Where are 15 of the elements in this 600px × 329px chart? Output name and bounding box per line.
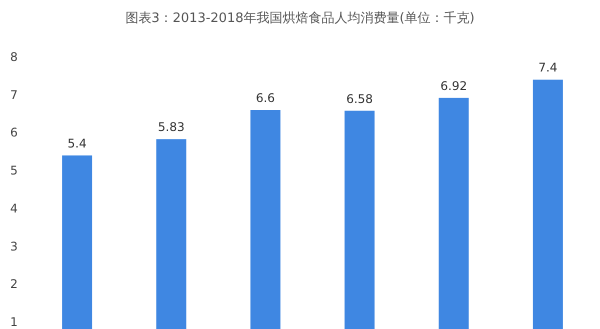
- data-label: 6.58: [346, 92, 373, 106]
- y-tick-label: 3: [10, 239, 18, 254]
- data-label: 6.6: [256, 91, 275, 105]
- data-label: 5.4: [68, 136, 87, 150]
- data-label: 6.92: [440, 78, 468, 93]
- y-tick-label: 8: [10, 50, 18, 64]
- y-tick-label: 7: [10, 88, 18, 102]
- y-tick-label: 1: [10, 315, 18, 329]
- y-tick-label: 2: [10, 277, 18, 292]
- data-label: 5.83: [158, 120, 185, 134]
- y-tick-label: 5: [10, 164, 18, 178]
- y-tick-label: 4: [10, 201, 18, 216]
- chart-title: 图表3：2013-2018年我国烘焙食品人均消费量(单位：千克): [125, 11, 475, 26]
- y-tick-label: 6: [10, 126, 18, 140]
- data-label: 7.4: [538, 60, 558, 75]
